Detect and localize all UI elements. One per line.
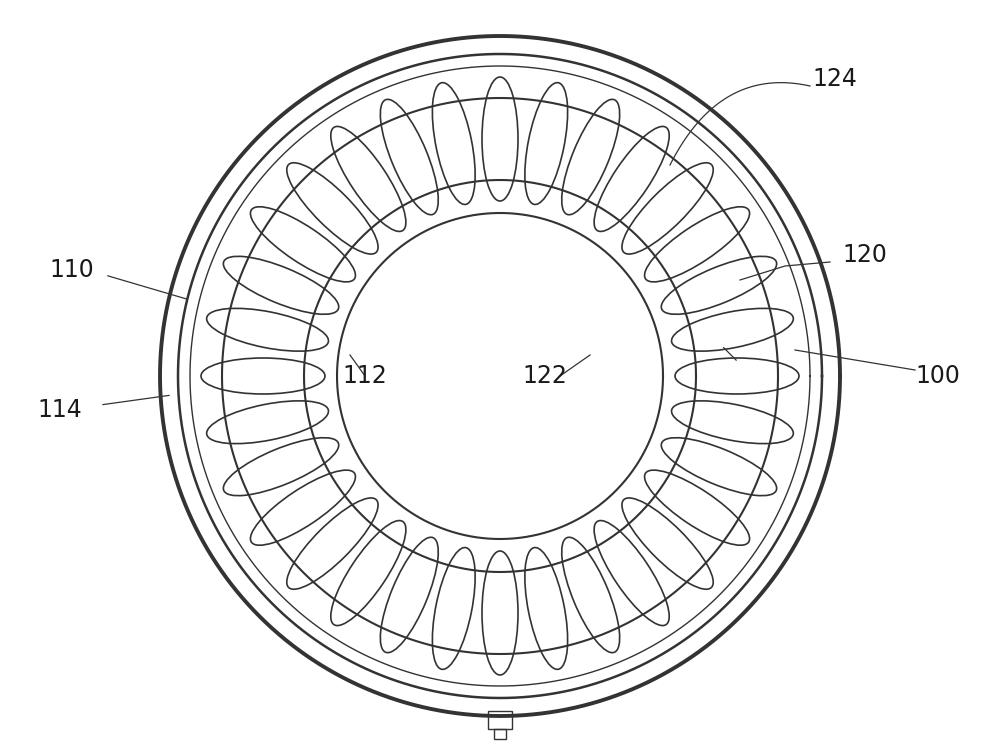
Text: 120: 120 <box>843 243 887 267</box>
Text: 122: 122 <box>523 364 567 388</box>
Text: 100: 100 <box>916 364 960 388</box>
Text: 110: 110 <box>50 258 94 282</box>
Text: 112: 112 <box>343 364 387 388</box>
Text: 124: 124 <box>813 67 857 91</box>
Text: 114: 114 <box>38 398 82 422</box>
